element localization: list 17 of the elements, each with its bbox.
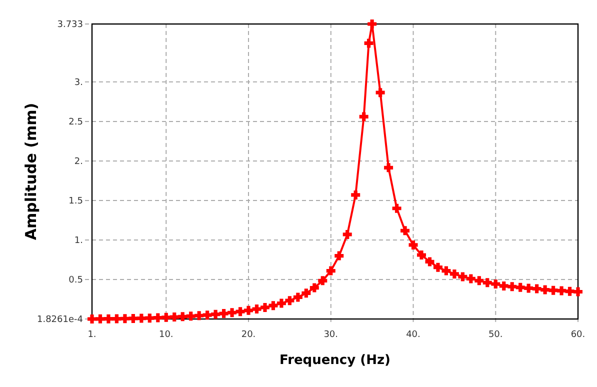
x-tick-label: 30. <box>324 330 338 340</box>
x-tick-label: 40. <box>406 330 420 340</box>
x-tick-label: 10. <box>158 330 174 340</box>
y-axis-title: Amplitude (mm) <box>22 102 40 240</box>
y-tick-label: 2.5 <box>68 117 83 128</box>
y-tick-label: 1.8261e-4 <box>36 315 84 325</box>
y-tick-label: 2. <box>74 156 83 167</box>
y-tick-label: 1.5 <box>68 196 83 206</box>
x-axis-title: Frequency (Hz) <box>280 353 390 368</box>
y-tick-label: 1. <box>74 236 83 246</box>
y-tick-label: 3.733 <box>57 20 83 30</box>
y-tick-label: 3. <box>74 78 83 88</box>
x-tick-label: 20. <box>241 330 256 340</box>
x-tick-label: 1. <box>88 330 96 340</box>
x-tick-label: 50. <box>488 330 503 340</box>
x-tick-label: 60. <box>570 330 586 340</box>
y-tick-label: 0.5 <box>68 276 83 286</box>
